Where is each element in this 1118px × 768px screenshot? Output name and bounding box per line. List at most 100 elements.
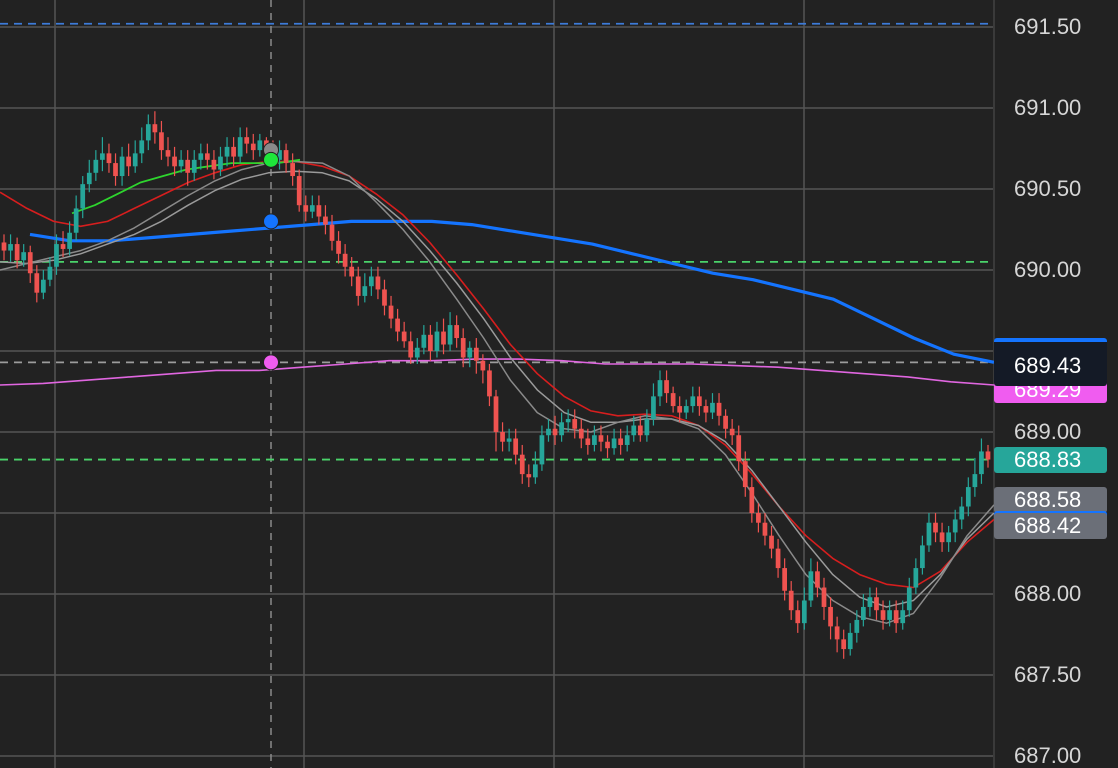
candle-body [80, 184, 86, 209]
candle-body [710, 402, 715, 413]
candle-body [480, 360, 486, 371]
candle-body [598, 435, 604, 442]
candle-body [532, 464, 538, 478]
candle-body [526, 474, 532, 478]
candle-body [644, 419, 650, 436]
candle-body [336, 240, 341, 254]
candle-body [519, 454, 525, 475]
candle-body [880, 610, 886, 620]
candle-body [487, 370, 492, 397]
candle-body [73, 208, 79, 233]
ma-blue-line [29, 219, 995, 364]
y-tick-label: 690.00 [1014, 257, 1082, 282]
candle-body [985, 451, 991, 460]
candle-body [703, 406, 709, 413]
candle-body [113, 163, 118, 177]
blue-marker [263, 213, 279, 230]
candle-body [231, 146, 236, 157]
candle-body [664, 380, 669, 394]
candle-body [756, 513, 761, 523]
candle-body [93, 159, 99, 173]
candle-body [513, 438, 519, 455]
candle-body [565, 419, 571, 423]
candle-body [952, 519, 958, 533]
price-badge: 688.83 [994, 446, 1107, 473]
candle-body [152, 124, 158, 133]
candle-body [454, 325, 460, 339]
candle-body [218, 156, 223, 170]
candle-body [224, 146, 230, 157]
candle-body [395, 318, 400, 332]
candle-body [323, 216, 328, 225]
candle-body [677, 406, 683, 413]
candle-body [933, 522, 938, 533]
candle-body [959, 506, 965, 520]
candle-body [611, 438, 617, 449]
candle-body [86, 172, 92, 185]
candle-body [867, 597, 873, 607]
candle-body [54, 244, 59, 267]
candle-body [290, 163, 296, 177]
candle-body [349, 266, 355, 277]
y-tick-label: 689.00 [1014, 419, 1082, 444]
candle-body [34, 273, 40, 293]
candle-body [119, 156, 125, 177]
candle-body [198, 153, 204, 160]
candle-body [309, 205, 315, 212]
candle-body [441, 331, 446, 345]
candle-body [362, 286, 368, 296]
candle-body [815, 571, 820, 588]
candle-body [696, 396, 702, 407]
candle-body [106, 153, 112, 164]
candle-body [8, 244, 13, 251]
candle-body [100, 153, 105, 160]
candle-body [618, 438, 624, 445]
y-tick-label: 687.00 [1014, 743, 1082, 768]
candle-body [159, 132, 164, 151]
candle-body [631, 425, 637, 436]
candle-body [559, 422, 564, 436]
candle-body [257, 140, 263, 151]
candle-body [14, 244, 20, 261]
candle-body [539, 435, 545, 465]
candle-body [67, 232, 72, 249]
ema-fast-line [0, 160, 995, 624]
candle-body [1, 242, 7, 251]
candle-body [939, 532, 945, 543]
candle-body [368, 276, 374, 287]
candle-body [670, 393, 676, 407]
candle-body [821, 587, 827, 607]
plot-background [0, 0, 994, 768]
price-badge: 689.43 [994, 338, 1107, 387]
candle-body [428, 334, 433, 351]
candle-body [27, 252, 33, 274]
candle-body [204, 153, 210, 160]
price-badge: 688.58 [994, 487, 1107, 514]
candle-body [808, 571, 814, 601]
candle-body [637, 425, 643, 436]
candle-body [178, 159, 184, 167]
candle-body [782, 568, 788, 591]
candle-body [493, 396, 499, 432]
candle-body [47, 266, 53, 280]
y-tick-label: 691.50 [1014, 14, 1082, 39]
ema-red-line [0, 160, 995, 589]
candle-body [250, 143, 256, 151]
candle-body [946, 532, 952, 543]
candle-body [847, 632, 853, 650]
candle-body [414, 347, 420, 358]
candle-body [40, 279, 46, 293]
candle-body [342, 253, 348, 267]
green-marker [263, 151, 279, 168]
candle-body [388, 305, 394, 319]
candle-body [585, 438, 591, 445]
candle-body [139, 140, 145, 154]
candle-body [277, 150, 282, 160]
candle-body [132, 153, 138, 167]
y-tick-label: 687.50 [1014, 662, 1082, 687]
candle-body [296, 176, 302, 206]
candle-body [316, 205, 322, 217]
candle-body [683, 406, 689, 413]
